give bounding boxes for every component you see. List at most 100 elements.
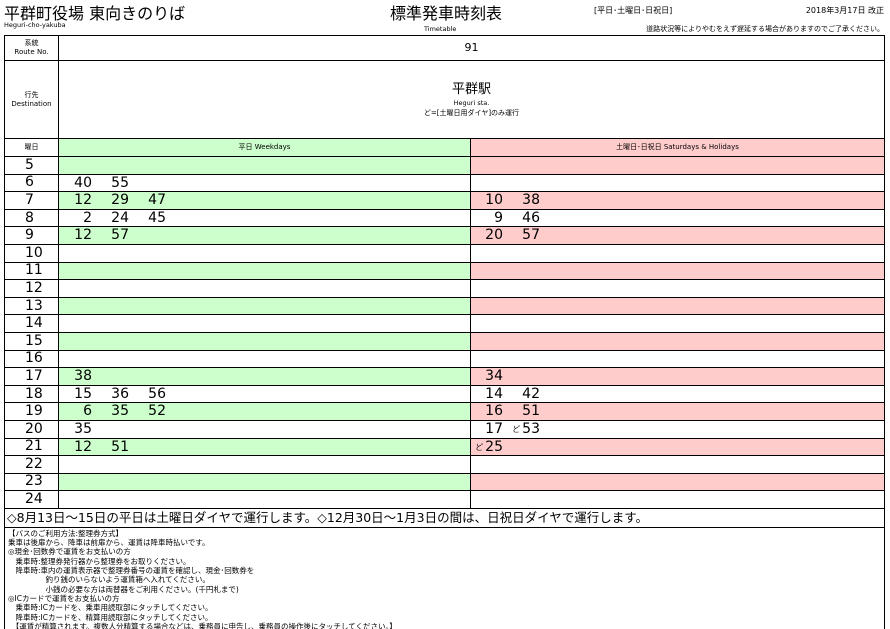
hour-row: 5	[5, 157, 884, 175]
note-line: 釣り銭のいらないよう運賃箱へ入れてください。	[8, 575, 210, 585]
weekday-cell	[59, 157, 471, 174]
departure-minute: 34	[485, 368, 503, 385]
weekday-cell	[59, 297, 471, 315]
holiday-cell	[471, 175, 884, 192]
hour-row: 14	[5, 315, 884, 333]
destination-label-ja: 行先	[24, 90, 39, 99]
departure-minute: 14	[485, 385, 503, 402]
hour-row: 18 15 36 56 14 42	[5, 385, 884, 404]
note-line: ◎ICカードで運賃をお支払いの方	[8, 593, 120, 603]
hour-label: 8	[5, 209, 59, 227]
departure-minute: 45	[148, 209, 166, 226]
mark-note: ど=[土曜日用ダイヤ]のみ運行	[423, 108, 520, 117]
weekday-cell: 6 35 52	[59, 403, 471, 420]
hour-label: 17	[5, 368, 59, 385]
departure-minute: 16	[485, 403, 503, 420]
hour-row: 11	[5, 262, 884, 281]
departure-minute: 56	[148, 385, 166, 402]
hour-label: 5	[5, 157, 59, 174]
departure-minute: 2	[83, 209, 92, 226]
holiday-cell	[471, 351, 884, 368]
weekday-cell: 2 24 45	[59, 209, 471, 227]
note-line: 小銭の必要な方は両替器をご利用ください。(千円札まで)	[8, 584, 239, 594]
weekday-header: 平日 Weekdays	[59, 139, 471, 156]
note-line: 降車時:車内の運賃表示器で整理券番号の運賃を確認し、現金･回数券を	[8, 566, 255, 576]
departure-minute: 57	[111, 227, 129, 244]
holiday-cell	[471, 297, 884, 315]
departure-minute: 55	[111, 174, 129, 191]
hour-row: 15	[5, 332, 884, 351]
holiday-cell	[471, 157, 884, 174]
holiday-cell: ど25	[471, 438, 884, 456]
weekday-cell	[59, 332, 471, 350]
destination-label-en: Destination	[11, 99, 52, 108]
hour-label: 20	[5, 420, 59, 438]
departure-minute: 12	[74, 227, 92, 244]
hour-label: 10	[5, 244, 59, 262]
departure-minute: 15	[74, 385, 92, 402]
hour-label: 15	[5, 332, 59, 350]
hour-label: 24	[5, 491, 59, 508]
holiday-cell	[471, 332, 884, 350]
stop-name: 平群町役場 東向きのりば	[4, 4, 186, 23]
note-line: 乗車時:ICカードを、乗車用読取部にタッチしてください。	[8, 603, 213, 613]
weekday-cell: 38	[59, 368, 471, 385]
route-label-ja: 系統	[24, 39, 39, 47]
holiday-cell: 16 51	[471, 403, 884, 420]
hour-row: 12	[5, 280, 884, 298]
hour-row: 13	[5, 297, 884, 316]
departure-minute: ど25	[475, 438, 503, 455]
weekday-cell	[59, 244, 471, 262]
holiday-cell	[471, 491, 884, 508]
holiday-cell: 14 42	[471, 386, 884, 403]
holiday-header: 土曜日･日祝日 Saturdays & Holidays	[471, 139, 884, 156]
departure-minute: 52	[148, 403, 166, 420]
holiday-cell	[471, 315, 884, 332]
departure-minute: 36	[111, 385, 129, 402]
weekday-cell: 12 57	[59, 227, 471, 244]
departure-minute: 51	[111, 438, 129, 455]
holiday-cell	[471, 456, 884, 473]
revision-date: 2018年3月17日 改正	[805, 6, 884, 15]
hour-label: 21	[5, 438, 59, 456]
hour-row: 10	[5, 244, 884, 263]
hour-label: 6	[5, 174, 59, 192]
departure-minute: ど53	[512, 420, 540, 437]
note-line: 乗車時:整理券発行器から整理券をお取りください。	[8, 556, 191, 566]
hour-label: 22	[5, 456, 59, 473]
departure-minute: 57	[522, 227, 540, 244]
destination-name: 平群駅	[451, 81, 491, 97]
hour-label: 23	[5, 473, 59, 491]
hour-label: 19	[5, 403, 59, 420]
timetable: 系統 Route No. 91 行先 Destination 平群駅 Heguri …	[4, 35, 885, 629]
hour-label: 18	[5, 385, 59, 403]
weekday-cell	[59, 315, 471, 332]
holiday-cell: 9 46	[471, 210, 884, 227]
departure-minute: 6	[83, 403, 92, 420]
hour-row: 9 12 57 20 57	[5, 227, 884, 245]
weekday-cell: 35	[59, 420, 471, 438]
route-row: 系統 Route No. 91	[5, 36, 884, 61]
hour-row: 17 38 34	[5, 368, 884, 386]
departure-minute: 51	[522, 403, 540, 420]
hour-row: 24	[5, 491, 884, 509]
route-label-en: Route No.	[14, 48, 49, 56]
hour-row: 8 2 24 45 9 46	[5, 209, 884, 228]
column-header-row: 曜日 平日 Weekdays 土曜日･日祝日 Saturdays & Holid…	[5, 139, 884, 157]
weekday-cell: 12 51	[59, 438, 471, 456]
departure-minute: 24	[111, 209, 129, 226]
holiday-cell: 34	[471, 368, 884, 385]
departure-minute: 35	[74, 420, 92, 437]
hour-row: 16	[5, 350, 884, 369]
departure-minute: 17	[485, 420, 503, 437]
hour-label: 9	[5, 227, 59, 244]
special-notice: ◇8月13日～15日の平日は土曜日ダイヤで運行します。◇12月30日～1月3日の…	[5, 509, 884, 528]
weekday-cell	[59, 280, 471, 297]
hour-label: 14	[5, 315, 59, 332]
page-title-en: Timetable	[424, 25, 457, 33]
departure-minute: 47	[148, 192, 166, 209]
destination-name-en: Heguri sta.	[453, 98, 490, 107]
holiday-cell	[471, 245, 884, 262]
weekday-cell: 12 29 47	[59, 192, 471, 209]
hour-label: 13	[5, 297, 59, 315]
